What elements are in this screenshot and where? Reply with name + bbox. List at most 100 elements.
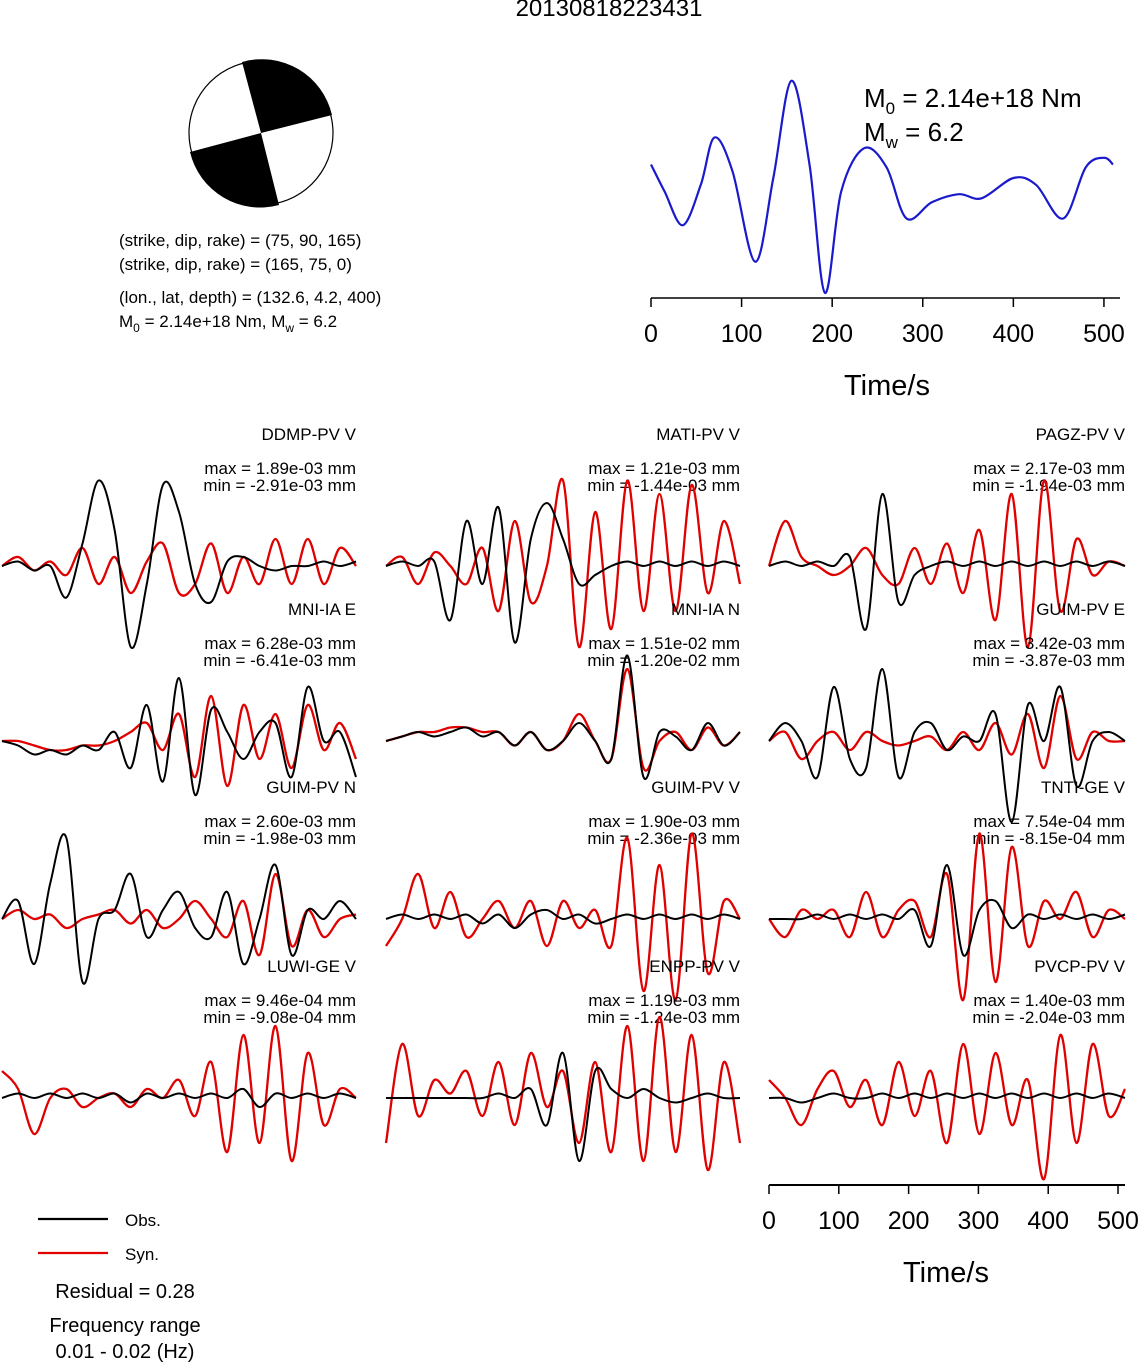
observed-trace: [385, 654, 741, 781]
legend-syn-label: Syn.: [125, 1245, 159, 1264]
stf-x-label: Time/s: [844, 370, 930, 402]
synthetic-trace: [385, 832, 741, 1002]
station-name: GUIM-PV N: [266, 778, 356, 797]
observed-trace: [385, 501, 741, 644]
waveform-tick-label: 500: [1097, 1207, 1139, 1235]
waveform-tick-label: 100: [818, 1207, 860, 1235]
station-max: max = 1.21e-03 mm: [588, 459, 740, 478]
observed-trace: [768, 863, 1126, 957]
station-max: max = 1.19e-03 mm: [588, 991, 740, 1010]
waveform-x-axis: 0 100 200 300 400 500: [762, 1184, 1139, 1235]
station-name: GUIM-PV V: [651, 778, 740, 797]
station-max: max = 1.51e-02 mm: [588, 634, 740, 653]
observed-trace: [1, 1087, 357, 1108]
station-name: PAGZ-PV V: [1036, 425, 1126, 444]
station-max: max = 6.28e-03 mm: [204, 634, 356, 653]
synthetic-trace: [1, 1024, 357, 1163]
station-min: min = -1.24e-03 mm: [587, 1008, 740, 1027]
station-name: LUWI-GE V: [267, 957, 356, 976]
figure-title: 20130818223431: [516, 0, 703, 22]
station-min: min = -3.87e-03 mm: [972, 651, 1125, 670]
station-name: ENPP-PV V: [649, 957, 740, 976]
source-time-function-plot: M0 = 2.14e+18 Nm Mw = 6.2 0 100 200 300 400 5…: [644, 79, 1125, 402]
station-max: max = 2.17e-03 mm: [973, 459, 1125, 478]
station-max: max = 1.89e-03 mm: [204, 459, 356, 478]
stf-mw-label: Mw = 6.2: [864, 117, 964, 152]
observed-trace: [1, 833, 357, 985]
waveform-tick-label: 300: [958, 1207, 1000, 1235]
station-max: max = 9.46e-04 mm: [204, 991, 356, 1010]
legend: Obs. Syn.: [38, 1211, 161, 1264]
stf-m0-label: M0 = 2.14e+18 Nm: [864, 83, 1082, 118]
station-name: PVCP-PV V: [1034, 957, 1125, 976]
observed-trace: [1, 676, 357, 797]
plane2-text: (strike, dip, rake) = (165, 75, 0): [119, 255, 352, 274]
stf-line: [650, 79, 1114, 294]
station-name: MNI-IA N: [671, 600, 740, 619]
station-max: max = 1.90e-03 mm: [588, 812, 740, 831]
synthetic-trace: [1, 872, 357, 957]
observed-trace: [385, 908, 741, 930]
station-max: max = 1.40e-03 mm: [973, 991, 1125, 1010]
waveform-tick-label: 200: [888, 1207, 930, 1235]
station-name: GUIM-PV E: [1036, 600, 1125, 619]
waveform-tick-label: 0: [762, 1207, 776, 1235]
station-min: min = -2.36e-03 mm: [587, 829, 740, 848]
station-min: min = -1.94e-03 mm: [972, 476, 1125, 495]
station-min: min = -8.15e-04 mm: [972, 829, 1125, 848]
station-min: min = -2.04e-03 mm: [972, 1008, 1125, 1027]
stf-tick-label: 200: [811, 320, 853, 348]
mechanism-info: (strike, dip, rake) = (75, 90, 165) (str…: [119, 231, 381, 335]
station-name: MATI-PV V: [656, 425, 740, 444]
station-name: MNI-IA E: [288, 600, 356, 619]
waveform-x-label: Time/s: [903, 1257, 989, 1289]
station-min: min = -9.08e-04 mm: [203, 1008, 356, 1027]
station-min: min = -1.20e-02 mm: [587, 651, 740, 670]
observed-trace: [386, 1051, 741, 1163]
station-max: max = 7.54e-04 mm: [973, 812, 1125, 831]
station-max: max = 2.60e-03 mm: [204, 812, 356, 831]
synthetic-trace: [768, 832, 1126, 1002]
stf-tick-label: 0: [644, 320, 658, 348]
synthetic-trace: [768, 1033, 1127, 1181]
location-text: (lon., lat, depth) = (132.6, 4.2, 400): [119, 288, 381, 307]
station-min: min = -1.44e-03 mm: [587, 476, 740, 495]
plane1-text: (strike, dip, rake) = (75, 90, 165): [119, 231, 361, 250]
synthetic-trace: [385, 667, 741, 772]
station-name: DDMP-PV V: [262, 425, 357, 444]
station-min: min = -2.91e-03 mm: [203, 476, 356, 495]
stf-tick-label: 500: [1083, 320, 1125, 348]
observed-trace: [1, 479, 357, 650]
stf-tick-label: 100: [721, 320, 763, 348]
stf-tick-label: 300: [902, 320, 944, 348]
focal-mechanism-beachball: [188, 59, 334, 208]
frequency-range-label: Frequency range: [49, 1315, 200, 1337]
observed-trace: [768, 667, 1126, 824]
legend-obs-label: Obs.: [125, 1211, 161, 1230]
station-name: TNTI-GE V: [1041, 778, 1126, 797]
observed-trace: [768, 1092, 1126, 1104]
station-max: max = 3.42e-03 mm: [973, 634, 1125, 653]
residual-text: Residual = 0.28: [55, 1281, 195, 1303]
synthetic-trace: [384, 1015, 742, 1172]
synthetic-trace: [1, 537, 357, 597]
station-min: min = -1.98e-03 mm: [203, 829, 356, 848]
stf-x-axis: 0 100 200 300 400 500: [644, 297, 1125, 348]
waveform-tick-label: 400: [1027, 1207, 1069, 1235]
frequency-range-value: 0.01 - 0.02 (Hz): [56, 1341, 195, 1362]
stf-tick-label: 400: [992, 320, 1034, 348]
